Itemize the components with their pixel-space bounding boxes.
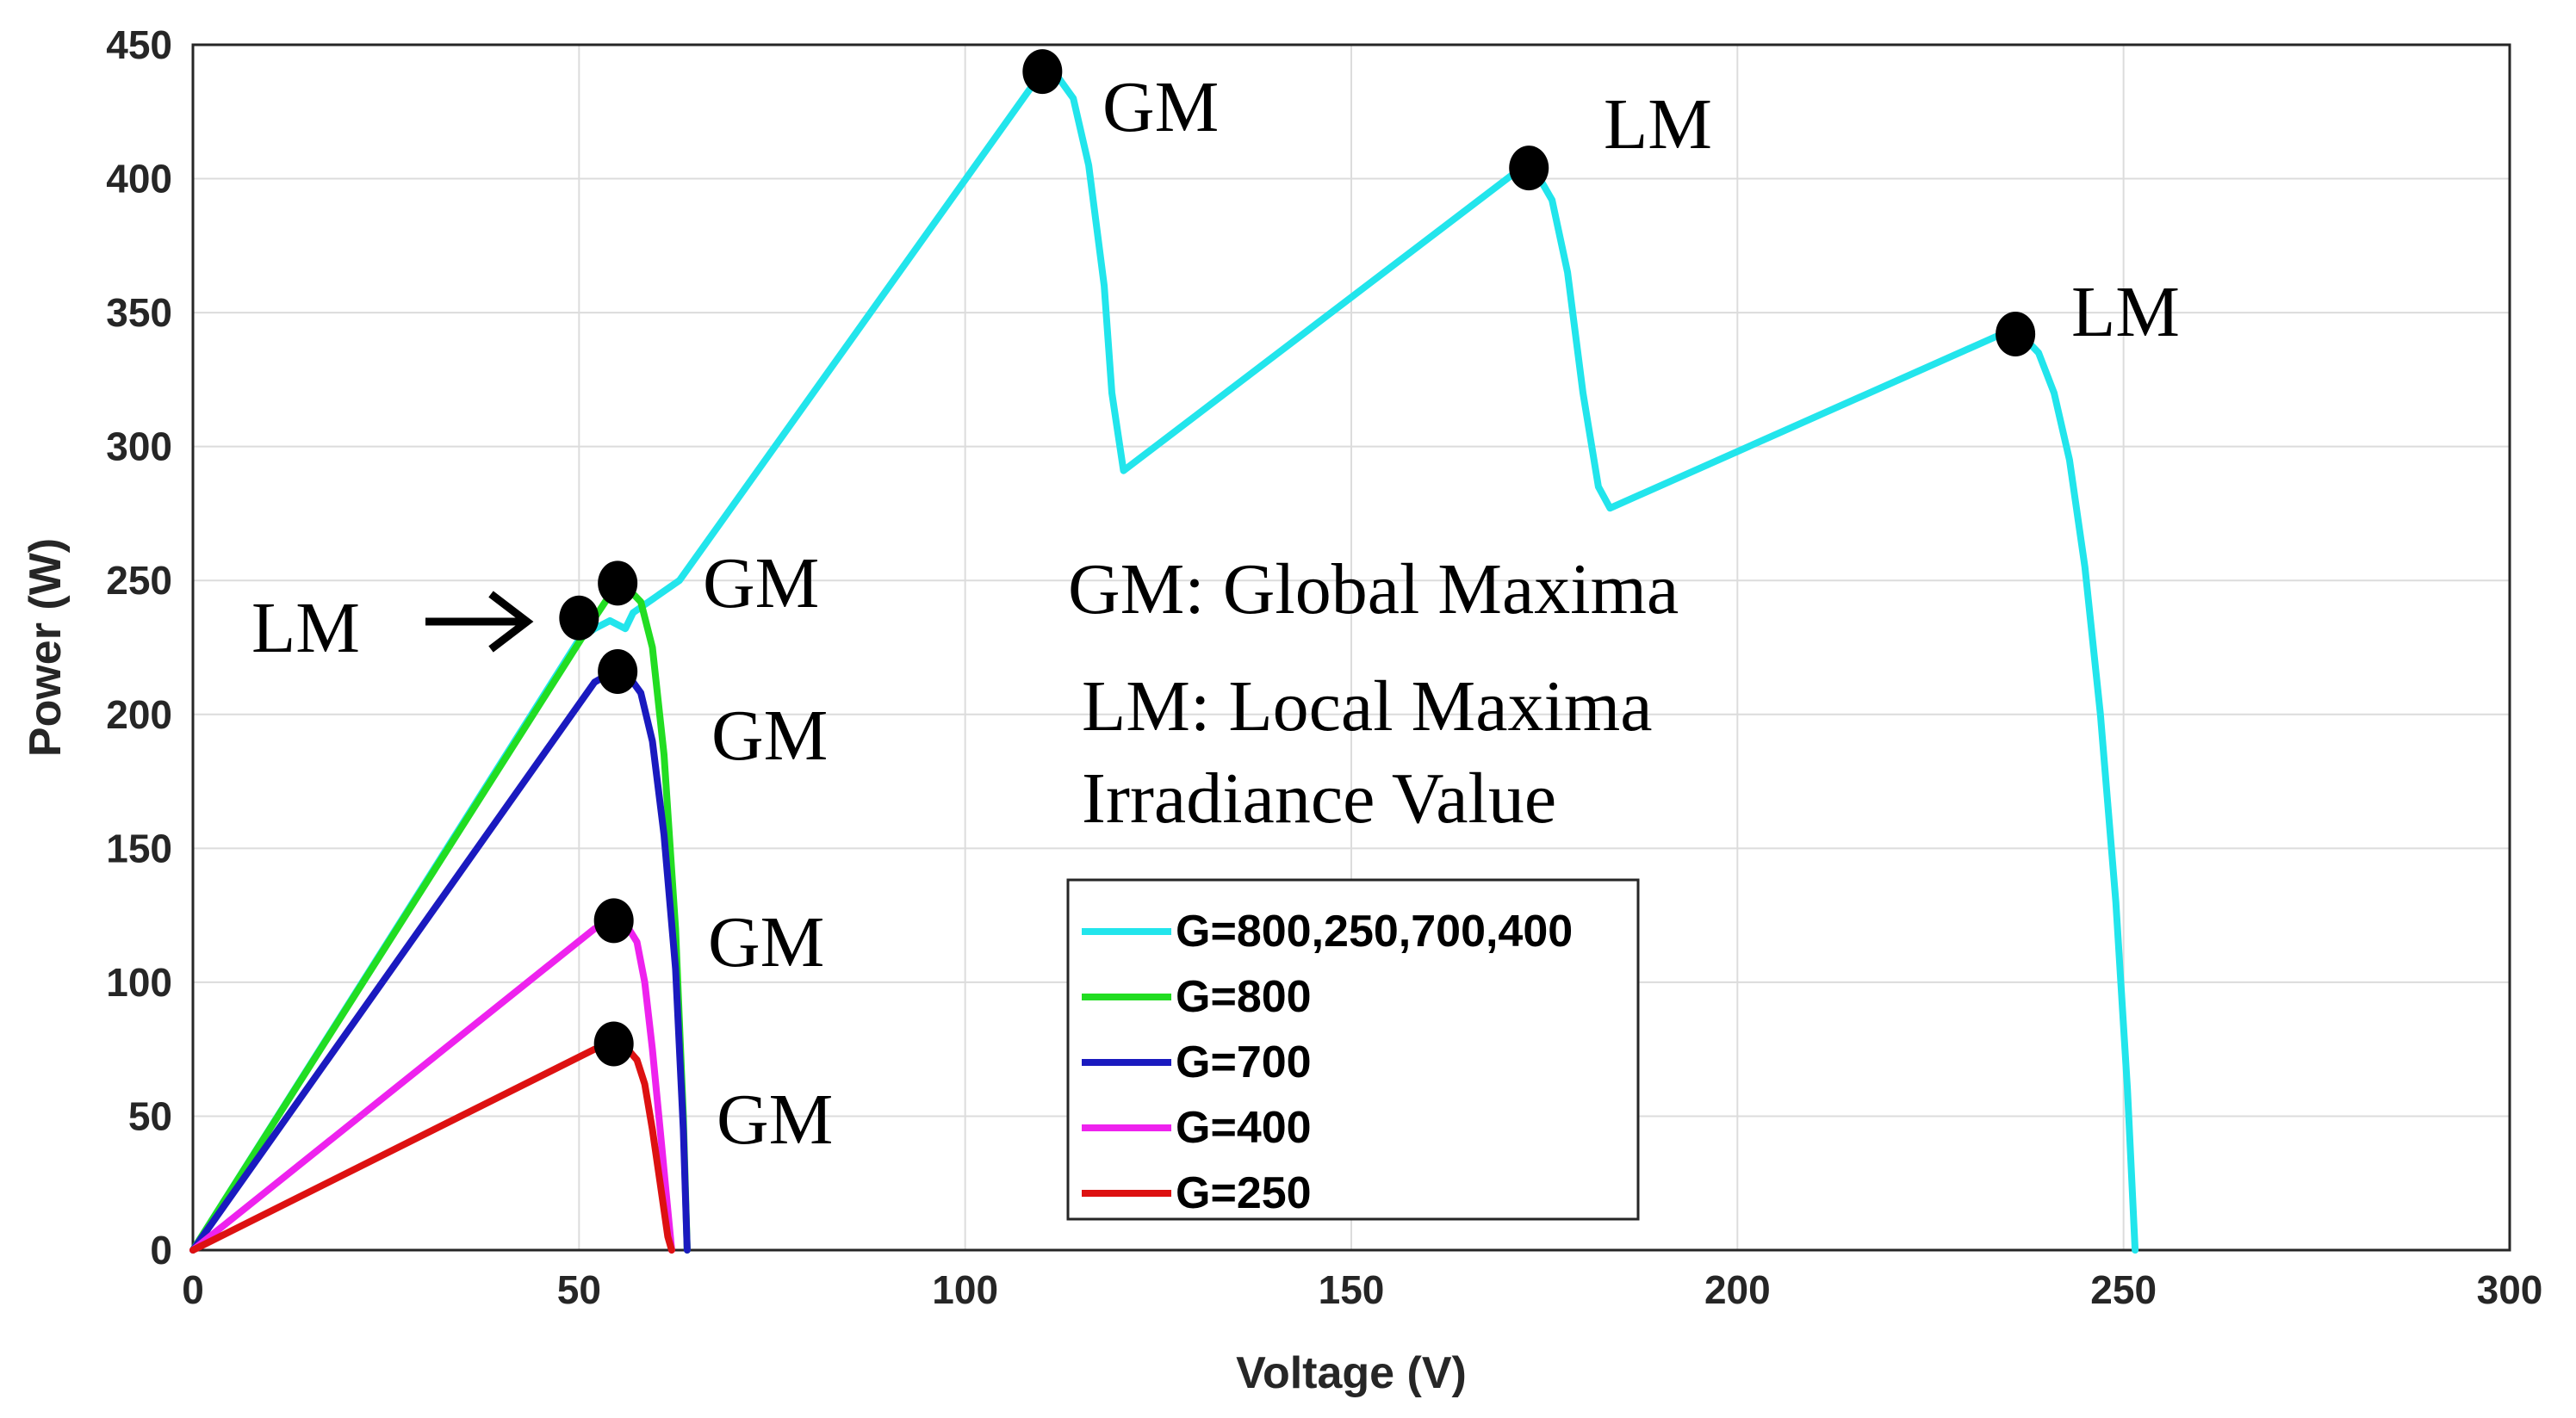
marker-label-lm-left: LM <box>251 588 360 668</box>
legend-box <box>1066 878 1640 1221</box>
y-tick-label: 50 <box>128 1093 172 1138</box>
marker-label-gm-g800: GM <box>703 543 819 623</box>
x-tick-label: 200 <box>1704 1267 1771 1312</box>
x-tick-label: 250 <box>2090 1267 2157 1312</box>
marker-label-lm-series1-second: LM <box>1604 84 1712 164</box>
marker-label-gm-g250: GM <box>717 1080 833 1160</box>
legend-label-g-mixed: G=800,250,700,400 <box>1176 907 1573 957</box>
y-tick-label: 400 <box>106 157 172 201</box>
maxima-marker-gm <box>1022 49 1063 95</box>
x-tick-label: 150 <box>1319 1267 1385 1312</box>
maxima-markers <box>559 49 2036 1067</box>
maxima-marker-gm <box>598 560 638 606</box>
legend: G=800,250,700,400 G=800 G=700 G=400 G=25… <box>1066 878 1640 1221</box>
y-tick-label: 450 <box>106 22 172 67</box>
x-tick-label: 100 <box>932 1267 998 1312</box>
maxima-marker-gm <box>598 649 638 694</box>
maxima-marker-lm <box>559 595 599 641</box>
y-tick-label: 250 <box>106 558 172 603</box>
legend-label-g800: G=800 <box>1176 972 1312 1022</box>
x-tick-label: 50 <box>557 1267 601 1312</box>
x-tick-label: 300 <box>2477 1267 2543 1312</box>
y-tick-label: 300 <box>106 424 172 469</box>
marker-label-gm-series1: GM <box>1102 67 1219 147</box>
legend-label-g250: G=250 <box>1176 1168 1312 1218</box>
y-tick-label: 100 <box>106 960 172 1005</box>
plot-frame <box>191 43 2511 1252</box>
y-axis-label: Power (W) <box>21 538 71 757</box>
y-tick-label: 0 <box>150 1228 172 1272</box>
x-tick-label: 0 <box>182 1267 204 1312</box>
y-tick-label: 200 <box>106 692 172 737</box>
axis-ticks: 0 50 100 150 200 250 300 0 50 100 150 200 250 300 350 4… <box>106 22 2542 1312</box>
definition-local-maxima: LM: Local Maxima <box>1082 666 1652 746</box>
maxima-marker-gm <box>593 1021 634 1067</box>
lm-arrow <box>425 591 534 653</box>
maxima-marker-gm <box>593 898 634 944</box>
legend-label-g400: G=400 <box>1176 1103 1312 1153</box>
irradiance-value-caption: Irradiance Value <box>1082 759 1556 839</box>
y-tick-label: 150 <box>106 826 172 870</box>
marker-label-lm-series1-third: LM <box>2071 272 2180 352</box>
maxima-marker-lm <box>1996 312 2036 356</box>
marker-label-gm-g700: GM <box>711 696 828 776</box>
maxima-marker-lm <box>1509 146 1549 191</box>
marker-label-gm-g400: GM <box>708 902 824 982</box>
x-axis-label: Voltage (V) <box>1236 1348 1467 1398</box>
definition-global-maxima: GM: Global Maxima <box>1068 549 1679 629</box>
legend-label-g700: G=700 <box>1176 1037 1312 1087</box>
y-tick-label: 350 <box>106 290 172 335</box>
